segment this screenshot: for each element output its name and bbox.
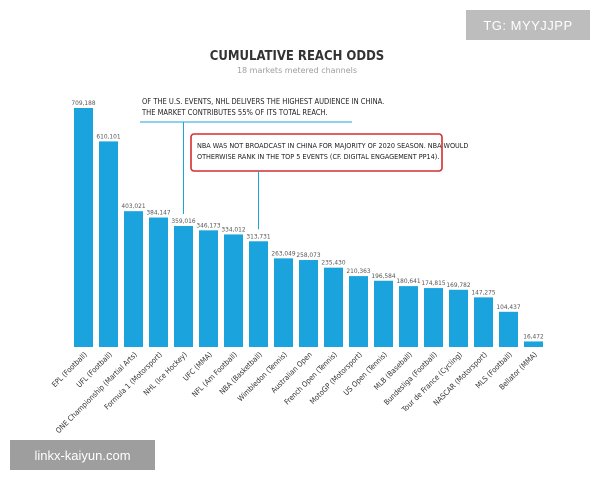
bar-18 bbox=[524, 341, 543, 347]
watermark-bottom-left: linkx-kaiyun.com bbox=[10, 440, 155, 470]
bar-1 bbox=[99, 141, 118, 347]
chart-subtitle: 18 markets metered channels bbox=[237, 66, 357, 75]
bar-14 bbox=[424, 288, 443, 347]
value-label-5: 346,173 bbox=[196, 221, 220, 229]
value-label-15: 169,782 bbox=[446, 281, 470, 289]
value-label-12: 196,584 bbox=[371, 272, 395, 280]
bar-10 bbox=[324, 267, 343, 347]
bar-4 bbox=[174, 226, 193, 347]
category-labels: EPL (Football)UFL (Football)ONE Champion… bbox=[50, 350, 539, 435]
annotation-nhl-pointer bbox=[140, 121, 352, 215]
bar-9 bbox=[299, 260, 318, 347]
category-label-6: NFL (Am Football) bbox=[190, 350, 239, 399]
category-label-4: NHL (Ice Hockey) bbox=[142, 350, 190, 398]
bar-12 bbox=[374, 280, 393, 347]
annotation-nhl-line-0: OF THE U.S. EVENTS, NHL DELIVERS THE HIG… bbox=[142, 97, 384, 106]
bar-5 bbox=[199, 230, 218, 347]
annotation-nba-line-1: OTHERWISE RANK IN THE TOP 5 EVENTS (CF. … bbox=[197, 152, 439, 161]
bar-2 bbox=[124, 211, 143, 347]
annotation-nba-line-0: NBA WAS NOT BROADCAST IN CHINA FOR MAJOR… bbox=[197, 141, 468, 150]
value-label-7: 313,731 bbox=[246, 232, 270, 240]
bar-16 bbox=[474, 297, 493, 347]
bar-7 bbox=[249, 241, 268, 347]
value-label-6: 334,012 bbox=[221, 225, 245, 233]
value-label-3: 384,147 bbox=[146, 209, 170, 217]
value-label-17: 104,437 bbox=[496, 303, 520, 311]
value-label-1: 610,101 bbox=[96, 132, 120, 140]
annotation-nhl-line-1: THE MARKET CONTRIBUTES 55% OF ITS TOTAL … bbox=[141, 108, 328, 117]
bar-11 bbox=[349, 276, 368, 347]
bar-3 bbox=[149, 217, 168, 347]
annotations: OF THE U.S. EVENTS, NHL DELIVERS THE HIG… bbox=[140, 97, 468, 230]
value-label-14: 174,815 bbox=[421, 279, 445, 287]
bar-8 bbox=[274, 258, 293, 347]
bars bbox=[74, 108, 543, 347]
watermark-top-right: TG: MYYJJPP bbox=[466, 10, 590, 40]
value-label-16: 147,275 bbox=[471, 288, 495, 296]
value-label-2: 403,021 bbox=[121, 202, 145, 210]
bar-13 bbox=[399, 286, 418, 347]
value-label-10: 235,430 bbox=[321, 259, 345, 267]
value-labels: 709,188 610,101 403,021384,147359,016346,1… bbox=[71, 99, 544, 340]
bar-0 bbox=[74, 108, 93, 347]
chart-title: CUMULATIVE REACH ODDS bbox=[210, 49, 384, 64]
value-label-9: 258,073 bbox=[296, 251, 320, 259]
bar-15 bbox=[449, 289, 468, 347]
value-label-18: 16,472 bbox=[523, 332, 544, 340]
category-label-12: US Open (Tennis) bbox=[342, 350, 389, 397]
value-label-8: 263,049 bbox=[271, 249, 295, 257]
annotation-nba-box bbox=[190, 133, 443, 172]
value-label-13: 180,641 bbox=[396, 277, 420, 285]
value-label-0: 709,188 bbox=[71, 99, 95, 107]
value-label-4: 359,016 bbox=[171, 217, 195, 225]
bar-17 bbox=[499, 311, 518, 347]
value-label-11: 210,363 bbox=[346, 267, 370, 275]
bar-6 bbox=[224, 234, 243, 347]
